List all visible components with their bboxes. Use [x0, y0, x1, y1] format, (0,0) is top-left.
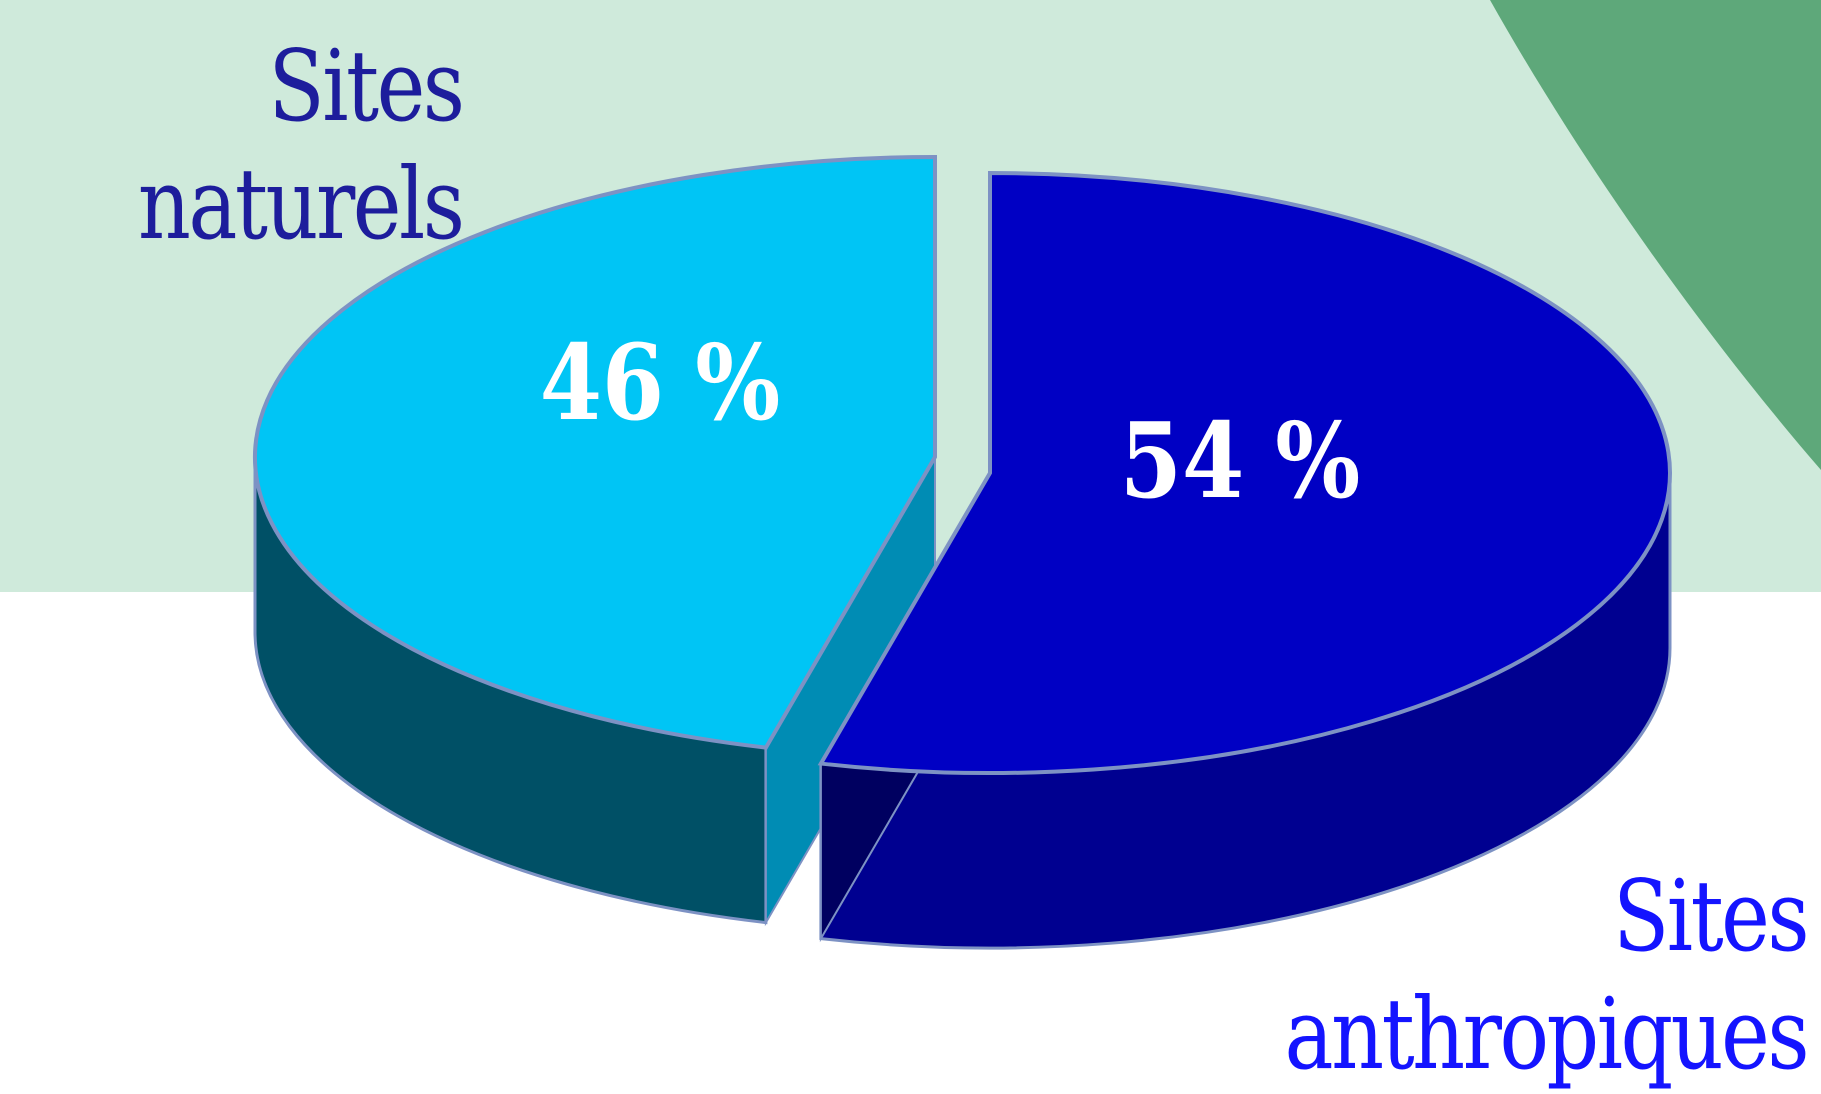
label-natural-line2: naturels: [138, 148, 465, 262]
label-natural-line1: Sites: [268, 30, 466, 144]
corner-triangle: [1490, 0, 1821, 470]
label-sites-anthropiques: Sites anthropiques: [1284, 858, 1810, 1094]
slice-top-anthro: [817, 170, 1672, 775]
value-label-anthro: 54 %: [1120, 400, 1361, 522]
value-labels: 46 % 54 %: [540, 322, 1361, 522]
label-anthro-line1: Sites: [1612, 860, 1810, 974]
pie-tops: [253, 154, 1672, 775]
value-label-natural: 46 %: [540, 322, 781, 444]
label-anthro-line2: anthropiques: [1284, 978, 1809, 1092]
slice-top-natural: [253, 154, 937, 750]
label-sites-naturels: Sites naturels: [138, 28, 466, 264]
